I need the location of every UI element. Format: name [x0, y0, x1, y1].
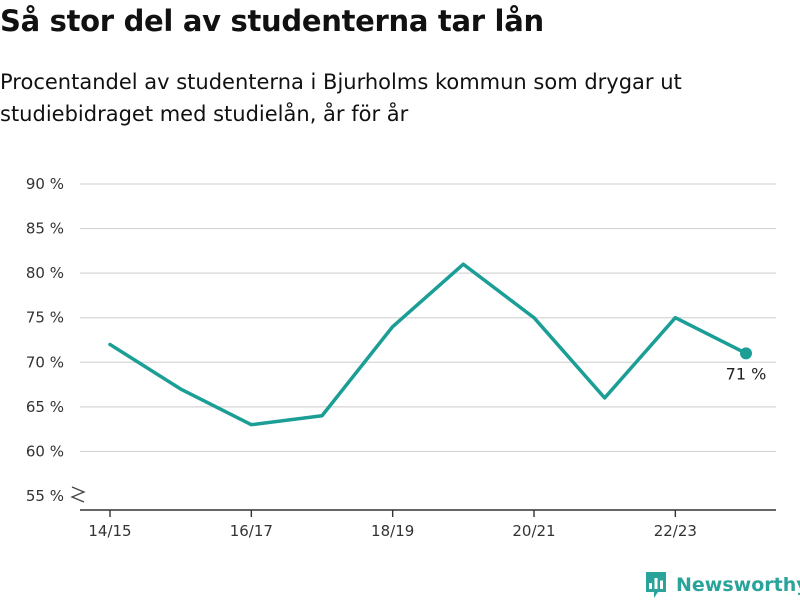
end-value-label: 71 % — [726, 364, 767, 383]
y-axis-tick-labels: 55 % 60 % 65 % 70 % 75 % 80 % 85 % 90 % — [26, 175, 64, 505]
newsworthy-logo-icon — [646, 572, 666, 598]
y-tick-label: 75 % — [26, 309, 64, 327]
series-line — [108, 262, 748, 427]
brand: Newsworthy — [644, 568, 800, 602]
y-tick-label: 90 % — [26, 175, 64, 193]
chart-subtitle: Procentandel av studenterna i Bjurholms … — [0, 70, 682, 126]
y-tick-label: 70 % — [26, 353, 64, 371]
x-tick-label: 20/21 — [512, 522, 555, 540]
x-tick-label: 16/17 — [230, 522, 273, 540]
x-tick-label: 18/19 — [371, 522, 414, 540]
grid-lines — [70, 183, 776, 503]
y-tick-label: 85 % — [26, 220, 64, 238]
series-layer: 71 % — [108, 262, 767, 427]
y-tick-label: 80 % — [26, 264, 64, 282]
line-chart: 55 % 60 % 65 % 70 % 75 % 80 % 85 % 90 % 14/15 16… — [26, 175, 776, 540]
y-tick-label: 60 % — [26, 442, 64, 460]
y-tick-label: 55 % — [26, 487, 64, 505]
chart-title: Så stor del av studenterna tar lån — [0, 4, 544, 38]
end-point-marker — [740, 347, 752, 360]
x-tick-label: 14/15 — [88, 522, 131, 540]
x-axis: 14/15 16/17 18/19 20/21 22/23 — [80, 509, 776, 540]
x-tick-label: 22/23 — [654, 522, 697, 540]
axis-break-icon — [70, 486, 86, 503]
brand-name: Newsworthy — [676, 574, 800, 596]
y-tick-label: 65 % — [26, 398, 64, 416]
